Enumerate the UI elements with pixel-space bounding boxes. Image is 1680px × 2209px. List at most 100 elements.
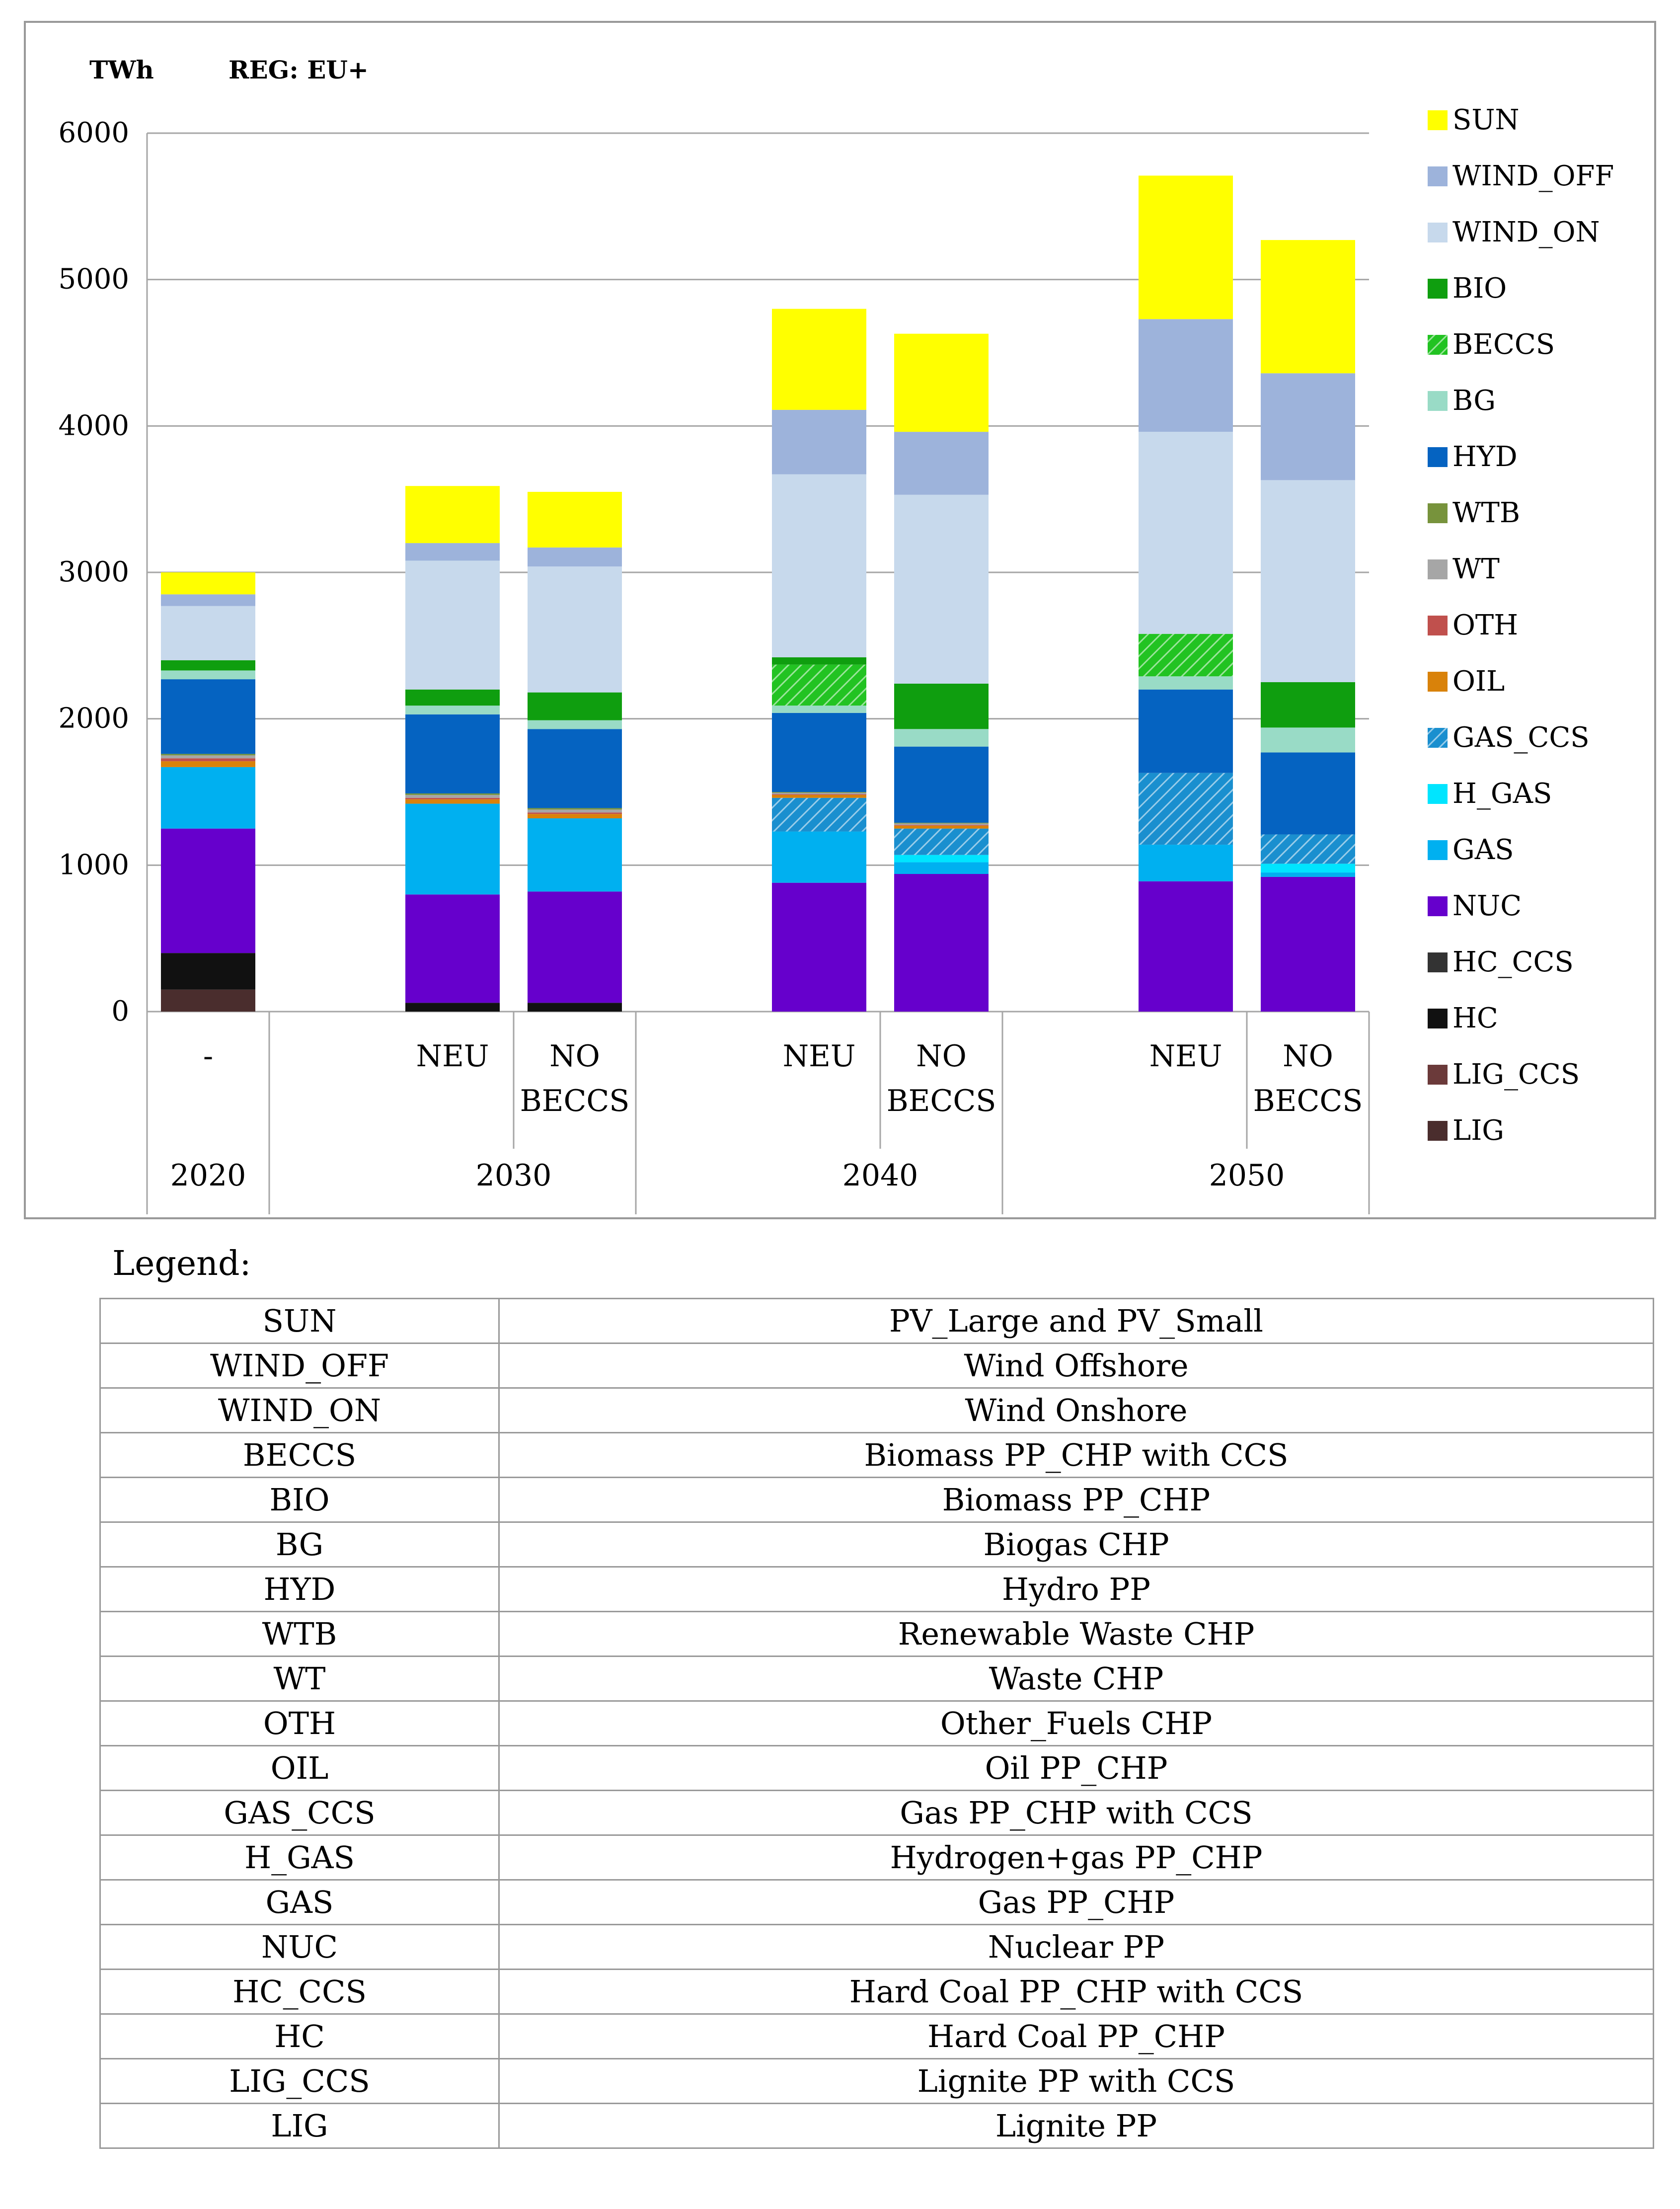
legend-description-cell: Gas PP_CHP with CCS [498, 1790, 1654, 1836]
bar-segment-oil [772, 794, 866, 798]
legend-code-cell: NUC [99, 1924, 500, 1970]
bar-segment-gas [528, 818, 622, 892]
legend-code-cell: OTH [99, 1700, 500, 1746]
legend-table-row: BG Biogas CHP [99, 1521, 1654, 1568]
legend-label: HYD [1452, 441, 1518, 473]
bar-segment-wind-on [1261, 480, 1355, 682]
bar-segment-gas-ccs [1261, 834, 1355, 864]
legend-label: LIG [1452, 1114, 1504, 1147]
bar-segment-oil [528, 814, 622, 819]
bar-segment-wind-off [405, 543, 500, 561]
bar-segment-nuc [772, 882, 866, 1012]
legend-heading: Legend: [112, 1244, 251, 1283]
bar-segment-hyd [894, 746, 989, 823]
bar-segment-hyd [1261, 752, 1355, 835]
bar-segment-bg [1261, 727, 1355, 753]
legend-label: GAS_CCS [1452, 721, 1590, 754]
bar-segment-wt [772, 792, 866, 794]
bar-segment-beccs [1139, 633, 1233, 677]
legend-swatch [1428, 952, 1448, 972]
bar-segment-beccs [772, 664, 866, 706]
bar-segment-bg [772, 706, 866, 713]
legend-code-cell: WT [99, 1656, 500, 1702]
bar-segment-gas [1139, 845, 1233, 881]
legend-swatch [1428, 1065, 1448, 1085]
bar-segment-lig [161, 989, 255, 1012]
legend-swatch [1428, 166, 1448, 186]
bar-segment-sun [1261, 240, 1355, 374]
legend-table-row: HYD Hydro PP [99, 1566, 1654, 1612]
legend-code-cell: SUN [99, 1298, 500, 1344]
legend-table-row: WT Waste CHP [99, 1656, 1654, 1702]
legend-description-cell: Lignite PP with CCS [498, 2058, 1654, 2104]
legend-table-row: SUN PV_Large and PV_Small [99, 1298, 1654, 1344]
bar-segment-wtb [161, 754, 255, 756]
region-label: REG: EU+ [229, 55, 369, 84]
chart-frame: 0 1000 2000 3000 4000 5000 6000 - NEU NO BECCS NEU N… [24, 21, 1656, 1219]
y-tick-label: 4000 [58, 409, 129, 442]
legend-label: HC_CCS [1452, 946, 1574, 978]
legend-code-cell: LIG_CCS [99, 2058, 500, 2104]
legend-swatch [1428, 784, 1448, 804]
legend-swatch [1428, 503, 1448, 523]
legend-description-cell: Wind Offshore [498, 1342, 1654, 1389]
legend-swatch [1428, 616, 1448, 635]
bar-segment-wind-on [772, 474, 866, 657]
bar-segment-bio [528, 692, 622, 720]
bar-segment-wtb [405, 793, 500, 795]
legend-swatch [1428, 1121, 1448, 1141]
legend-description-cell: Other_Fuels CHP [498, 1700, 1654, 1746]
legend-swatch [1428, 279, 1448, 299]
axes: 0 1000 2000 3000 4000 5000 6000 - NEU NO BECCS NEU N… [58, 117, 1370, 1214]
bar-segment-wind-on [405, 560, 500, 690]
bar-segment-sun [772, 309, 866, 410]
legend-description-cell: Hydrogen+gas PP_CHP [498, 1834, 1654, 1881]
legend-description-cell: Lignite PP [498, 2103, 1654, 2149]
x-group-label: 2020 [170, 1158, 246, 1193]
legend-swatch [1428, 223, 1448, 242]
x-category-label: NO [549, 1039, 600, 1074]
bar-segment-wind-on [161, 606, 255, 660]
bar-segment-h-gas [894, 855, 989, 863]
legend-swatch [1428, 110, 1448, 130]
chart-legend: SUN WIND_OFF WIND_ON BIO BECCS BG HYD WTB WT OTH O… [1428, 104, 1614, 1147]
legend-table-row: NUC Nuclear PP [99, 1924, 1654, 1970]
y-tick-label: 3000 [58, 556, 129, 588]
legend-description-cell: Waste CHP [498, 1656, 1654, 1702]
bar-segment-nuc [528, 891, 622, 1003]
bar-segment-gas [772, 831, 866, 883]
bar-segment-gas [161, 767, 255, 829]
bar-segment-gas-ccs [1139, 773, 1233, 845]
legend-table-row: WIND_OFF Wind Offshore [99, 1342, 1654, 1389]
bar-segment-bg [528, 720, 622, 729]
bar-segment-bg [405, 706, 500, 714]
legend-table-row: WIND_ON Wind Onshore [99, 1387, 1654, 1433]
legend-label: WIND_ON [1452, 216, 1600, 248]
bar-segment-wind-off [772, 409, 866, 474]
legend-label: BECCS [1452, 328, 1555, 361]
bar-segment-bio [894, 683, 989, 729]
bar-segment-oil [161, 761, 255, 767]
legend-code-cell: WIND_OFF [99, 1342, 500, 1389]
legend-table-row: BECCS Biomass PP_CHP with CCS [99, 1432, 1654, 1478]
bar-segment-sun [405, 486, 500, 544]
legend-code-cell: WIND_ON [99, 1387, 500, 1433]
legend-table-row: H_GAS Hydrogen+gas PP_CHP [99, 1834, 1654, 1881]
legend-description-cell: Gas PP_CHP [498, 1879, 1654, 1925]
bar-segment-bg [1139, 676, 1233, 690]
legend-table-row: BIO Biomass PP_CHP [99, 1477, 1654, 1523]
bar-segment-oth [405, 797, 500, 799]
legend-code-cell: HC_CCS [99, 1969, 500, 2015]
x-category-label: - [203, 1039, 213, 1074]
legend-table-row: WTB Renewable Waste CHP [99, 1611, 1654, 1657]
bar-segment-sun [1139, 175, 1233, 319]
bar-segment-hyd [528, 729, 622, 808]
legend-table-row: OTH Other_Fuels CHP [99, 1700, 1654, 1746]
bar-segment-gas-ccs [894, 828, 989, 855]
bar-segment-wind-on [894, 494, 989, 684]
legend-label: H_GAS [1452, 778, 1552, 810]
x-category-label: NEU [416, 1039, 489, 1074]
bar-segment-wt [161, 755, 255, 759]
legend-label: WTB [1452, 497, 1520, 529]
legend-label: WIND_OFF [1452, 160, 1614, 192]
